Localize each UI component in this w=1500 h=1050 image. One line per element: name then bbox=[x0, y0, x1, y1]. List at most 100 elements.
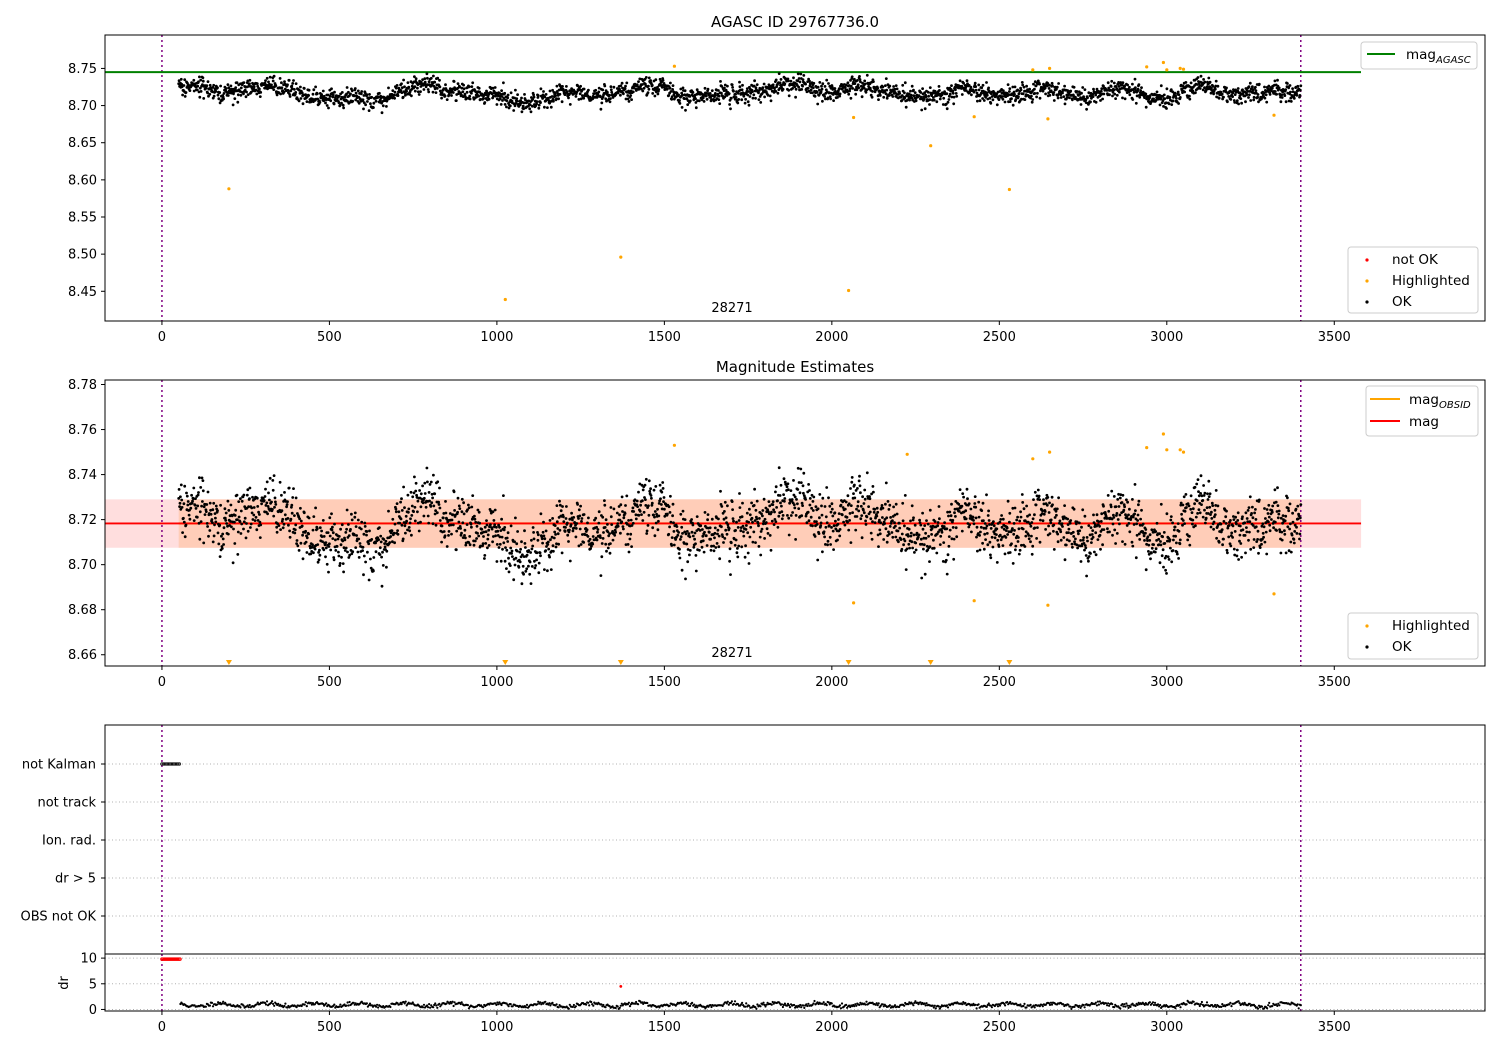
ok-point bbox=[624, 84, 627, 88]
ok-point bbox=[485, 91, 489, 94]
ok-point bbox=[981, 97, 984, 100]
agasc-line-legend: magAGASC bbox=[1360, 41, 1478, 70]
ok-point bbox=[514, 102, 518, 105]
ok-point bbox=[952, 102, 956, 106]
ok-point bbox=[181, 531, 185, 534]
ok-point bbox=[423, 492, 427, 495]
ok-point bbox=[1112, 513, 1115, 517]
ok-point bbox=[505, 548, 509, 552]
ok-point bbox=[531, 544, 535, 548]
ok-point bbox=[1022, 85, 1026, 89]
ok-point bbox=[443, 534, 447, 538]
ok-point bbox=[1072, 535, 1076, 538]
ok-point bbox=[238, 520, 242, 523]
ok-point bbox=[440, 96, 443, 100]
ok-point bbox=[525, 567, 529, 571]
ok-point bbox=[252, 506, 256, 509]
ok-point bbox=[558, 503, 562, 507]
ok-point bbox=[410, 514, 414, 517]
ok-point bbox=[1235, 99, 1239, 103]
ok-point bbox=[579, 504, 582, 508]
ok-point bbox=[757, 524, 760, 528]
highlighted-point bbox=[1165, 68, 1169, 72]
ok-point bbox=[679, 87, 683, 91]
ok-point bbox=[1152, 97, 1155, 101]
ok-point bbox=[745, 524, 748, 527]
ok-point bbox=[344, 546, 348, 550]
ok-point bbox=[1177, 93, 1181, 96]
ok-point bbox=[330, 512, 333, 516]
ok-point bbox=[434, 509, 437, 512]
ok-point bbox=[1184, 81, 1188, 84]
ok-point bbox=[500, 89, 503, 92]
ok-point bbox=[191, 499, 194, 503]
ok-point bbox=[923, 91, 927, 95]
ok-point bbox=[206, 490, 210, 494]
ok-point bbox=[350, 512, 353, 516]
ok-point bbox=[852, 492, 855, 495]
ok-point bbox=[1019, 88, 1023, 92]
ok-point bbox=[1157, 537, 1161, 541]
ok-point bbox=[826, 539, 830, 543]
ok-point bbox=[1042, 512, 1046, 516]
ok-point bbox=[1198, 87, 1202, 90]
ok-point bbox=[484, 93, 488, 97]
ok-point bbox=[1291, 90, 1295, 93]
ok-point bbox=[209, 508, 213, 512]
ok-point bbox=[723, 86, 726, 90]
ok-point bbox=[274, 500, 277, 504]
ok-point bbox=[684, 108, 687, 112]
ok-point bbox=[1102, 504, 1105, 508]
ok-point bbox=[577, 508, 581, 512]
ok-point bbox=[1114, 85, 1118, 88]
ok-point bbox=[1159, 84, 1163, 88]
ok-point bbox=[757, 91, 760, 95]
ok-point bbox=[740, 88, 744, 92]
ok-point bbox=[650, 83, 654, 87]
ok-point bbox=[486, 533, 490, 537]
ok-point bbox=[775, 85, 778, 89]
x-tick-label: 2500 bbox=[983, 330, 1016, 345]
ok-point bbox=[644, 477, 648, 481]
ok-point bbox=[967, 502, 971, 505]
ok-point bbox=[1098, 524, 1101, 528]
ok-point bbox=[401, 537, 405, 541]
ok-point bbox=[1109, 85, 1113, 88]
ok-point bbox=[1248, 81, 1252, 85]
ok-point bbox=[837, 87, 841, 91]
ok-point bbox=[407, 510, 410, 514]
ok-point bbox=[729, 96, 733, 100]
ok-point bbox=[329, 99, 333, 103]
ok-point bbox=[669, 81, 672, 85]
ok-point bbox=[248, 497, 251, 500]
ok-point bbox=[657, 514, 661, 518]
ok-point bbox=[824, 543, 827, 546]
ok-point bbox=[885, 516, 889, 520]
ok-point bbox=[595, 525, 598, 529]
ok-point bbox=[537, 106, 541, 110]
ok-point bbox=[1036, 91, 1039, 95]
ok-point bbox=[636, 505, 639, 508]
ok-point bbox=[470, 525, 473, 529]
ok-point bbox=[717, 545, 721, 549]
ok-point bbox=[910, 540, 914, 544]
ok-point bbox=[1132, 90, 1136, 94]
ok-point bbox=[1121, 540, 1124, 543]
ok-point bbox=[838, 534, 842, 538]
ok-point bbox=[946, 553, 950, 557]
ok-point bbox=[692, 545, 696, 549]
ok-point bbox=[218, 91, 222, 94]
ok-point bbox=[383, 542, 386, 545]
ok-point bbox=[331, 537, 335, 540]
ok-point bbox=[481, 544, 484, 548]
ok-point bbox=[522, 555, 526, 558]
ok-point bbox=[236, 530, 240, 534]
ok-point bbox=[909, 93, 913, 97]
ok-point bbox=[395, 502, 399, 505]
ok-point bbox=[216, 86, 219, 90]
ok-point bbox=[1131, 82, 1134, 86]
ok-point bbox=[670, 536, 674, 539]
ok-point bbox=[926, 90, 930, 94]
ok-point bbox=[1298, 94, 1302, 97]
ok-point bbox=[444, 500, 447, 503]
